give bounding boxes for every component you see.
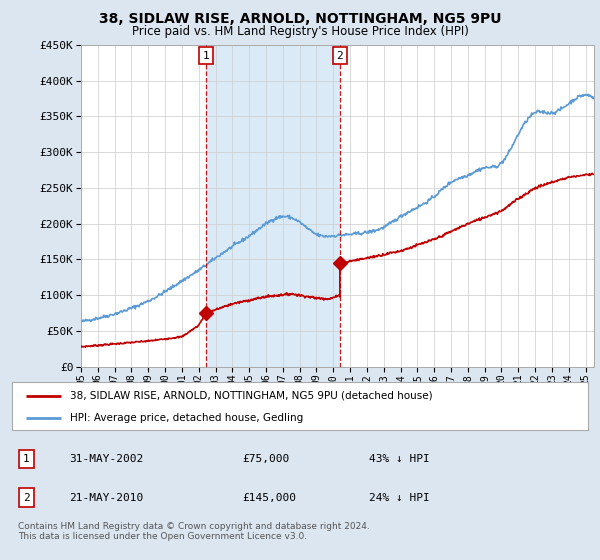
Text: £145,000: £145,000 [242, 493, 296, 503]
Bar [206, 45, 340, 367]
Text: Price paid vs. HM Land Registry's House Price Index (HPI): Price paid vs. HM Land Registry's House … [131, 25, 469, 38]
Text: 38, SIDLAW RISE, ARNOLD, NOTTINGHAM, NG5 9PU: 38, SIDLAW RISE, ARNOLD, NOTTINGHAM, NG5… [99, 12, 501, 26]
Text: 1: 1 [23, 454, 30, 464]
Text: 24% ↓ HPI: 24% ↓ HPI [369, 493, 430, 503]
Text: HPI: Average price, detached house, Gedling: HPI: Average price, detached house, Gedl… [70, 413, 303, 423]
Text: 1: 1 [202, 50, 209, 60]
Text: 38, SIDLAW RISE, ARNOLD, NOTTINGHAM, NG5 9PU (detached house): 38, SIDLAW RISE, ARNOLD, NOTTINGHAM, NG5… [70, 391, 432, 401]
Text: 2: 2 [23, 493, 30, 503]
Text: £75,000: £75,000 [242, 454, 290, 464]
Text: Contains HM Land Registry data © Crown copyright and database right 2024.
This d: Contains HM Land Registry data © Crown c… [18, 522, 370, 542]
Text: 2: 2 [337, 50, 343, 60]
Text: 43% ↓ HPI: 43% ↓ HPI [369, 454, 430, 464]
Text: 31-MAY-2002: 31-MAY-2002 [70, 454, 144, 464]
Text: 21-MAY-2010: 21-MAY-2010 [70, 493, 144, 503]
